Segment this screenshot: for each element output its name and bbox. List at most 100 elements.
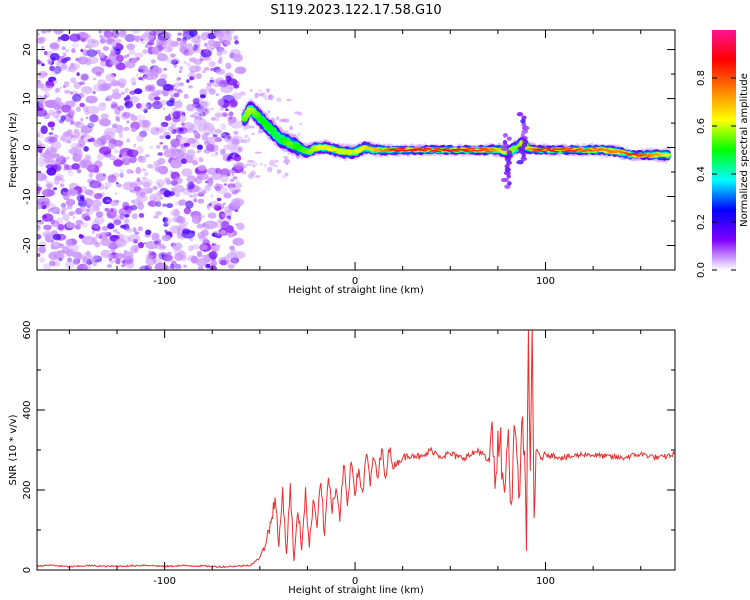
ridge-mark [253, 114, 260, 118]
ridge-mark [292, 143, 300, 147]
noise-speckle [294, 111, 301, 115]
noise-speckle [116, 183, 123, 188]
noise-speckle [186, 155, 194, 164]
noise-speckle [67, 68, 72, 72]
ridge-mark [649, 154, 656, 157]
ridge-mark [361, 145, 368, 148]
noise-speckle [44, 92, 50, 98]
noise-speckle [66, 164, 75, 171]
noise-speckle [289, 125, 293, 131]
noise-speckle [206, 32, 217, 40]
noise-speckle [269, 159, 275, 162]
noise-speckle [174, 201, 180, 205]
noise-speckle [52, 187, 58, 191]
noise-speckle [182, 221, 189, 226]
noise-speckle [144, 154, 150, 158]
noise-speckle [171, 242, 183, 250]
spectrogram-y-tick-label: 10 [22, 92, 33, 105]
noise-speckle [216, 51, 223, 57]
noise-speckle [145, 257, 156, 266]
noise-speckle [83, 197, 92, 206]
noise-speckle [131, 30, 141, 34]
noise-speckle [62, 191, 65, 194]
noise-speckle [214, 137, 223, 143]
noise-speckle [170, 41, 179, 48]
snr-y-tick-label: 200 [22, 480, 33, 499]
noise-speckle [110, 208, 114, 212]
noise-speckle [220, 133, 226, 137]
noise-speckle [139, 103, 148, 112]
noise-speckle [78, 160, 88, 169]
noise-speckle [46, 167, 57, 176]
colorbar-tick-label: 0.6 [696, 118, 707, 134]
noise-speckle [99, 34, 104, 39]
noise-speckle [238, 147, 242, 152]
ridge-mark [512, 148, 519, 150]
ridge-spread [502, 143, 509, 148]
ridge-mark [262, 120, 269, 124]
noise-speckle [126, 169, 133, 174]
noise-speckle [173, 92, 180, 98]
noise-speckle [93, 139, 102, 148]
noise-speckle [233, 84, 240, 89]
noise-speckle [60, 202, 67, 208]
noise-speckle [267, 166, 273, 173]
noise-speckle [66, 129, 73, 137]
noise-speckle [39, 134, 45, 139]
noise-speckle [47, 201, 53, 206]
ridge-mark [469, 148, 476, 150]
noise-speckle [69, 109, 75, 116]
noise-speckle [86, 56, 99, 65]
noise-speckle [231, 198, 245, 207]
noise-speckle [228, 186, 235, 192]
noise-speckle [186, 175, 197, 184]
noise-speckle [129, 204, 138, 211]
noise-speckle [266, 88, 270, 93]
noise-speckle [228, 215, 232, 220]
ridge-mark [591, 148, 598, 150]
noise-speckle [68, 170, 72, 173]
noise-speckle [211, 232, 219, 238]
noise-speckle [242, 108, 245, 112]
noise-speckle [69, 33, 81, 42]
noise-speckle [50, 206, 61, 214]
noise-speckle [41, 213, 54, 222]
noise-speckle [194, 65, 202, 72]
noise-speckle [75, 106, 81, 112]
noise-speckle [299, 122, 302, 126]
noise-speckle [95, 233, 101, 239]
noise-speckle [296, 155, 300, 159]
noise-speckle [85, 95, 98, 104]
noise-speckle [119, 172, 124, 178]
noise-speckle [217, 98, 225, 107]
ridge-mark [270, 130, 277, 133]
noise-speckle [38, 241, 47, 248]
noise-speckle [65, 198, 76, 206]
noise-speckle [174, 82, 180, 88]
ridge-mark [316, 148, 324, 150]
noise-speckle [76, 168, 82, 174]
noise-speckle [254, 151, 262, 154]
noise-speckle [52, 233, 62, 241]
noise-speckle [220, 81, 224, 84]
noise-speckle [124, 87, 129, 93]
noise-speckle [89, 114, 99, 123]
noise-speckle [159, 135, 165, 140]
noise-speckle [229, 116, 232, 120]
noise-speckle [200, 215, 206, 218]
noise-speckle [247, 173, 255, 179]
noise-speckle [134, 244, 140, 249]
noise-speckle [208, 251, 218, 260]
noise-speckle [61, 47, 66, 50]
noise-speckle [212, 134, 218, 138]
noise-speckle [223, 144, 231, 151]
ridge-mark [421, 150, 428, 152]
noise-speckle [210, 260, 218, 267]
noise-speckle [188, 57, 197, 63]
noise-speckle [131, 199, 135, 204]
noise-speckle [233, 35, 239, 41]
noise-speckle [229, 49, 241, 57]
ridge-spread [506, 136, 512, 141]
noise-speckle [135, 166, 142, 175]
noise-speckle [80, 130, 84, 133]
